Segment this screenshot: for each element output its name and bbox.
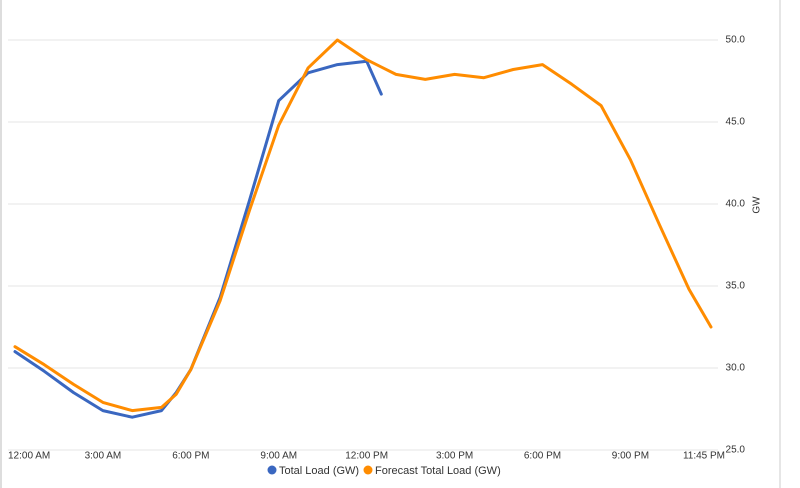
y-tick-label: 25.0 bbox=[726, 445, 746, 456]
legend-label: Forecast Total Load (GW) bbox=[375, 465, 501, 477]
legend-label: Total Load (GW) bbox=[279, 465, 359, 477]
x-tick-label: 6:00 PM bbox=[172, 451, 209, 462]
x-tick-label: 6:00 PM bbox=[524, 451, 561, 462]
x-tick-label: 9:00 PM bbox=[612, 451, 649, 462]
y-tick-label: 50.0 bbox=[726, 35, 746, 46]
line-series bbox=[13, 38, 713, 413]
x-tick-label: 12:00 AM bbox=[8, 451, 50, 462]
x-tick-label: 12:00 PM bbox=[345, 451, 388, 462]
x-tick-label: 11:45 PM bbox=[683, 451, 725, 462]
y-tick-label: 40.0 bbox=[726, 199, 746, 210]
legend-marker bbox=[267, 465, 277, 475]
y-tick-label: 35.0 bbox=[726, 281, 746, 292]
y-tick-label: 30.0 bbox=[726, 363, 746, 374]
y-axis-label: GW bbox=[752, 196, 763, 214]
x-tick-label: 3:00 AM bbox=[85, 451, 122, 462]
x-tick-label: 9:00 AM bbox=[260, 451, 297, 462]
x-tick-label: 3:00 PM bbox=[436, 451, 473, 462]
legend-marker bbox=[363, 465, 373, 475]
y-tick-label: 45.0 bbox=[726, 117, 746, 128]
